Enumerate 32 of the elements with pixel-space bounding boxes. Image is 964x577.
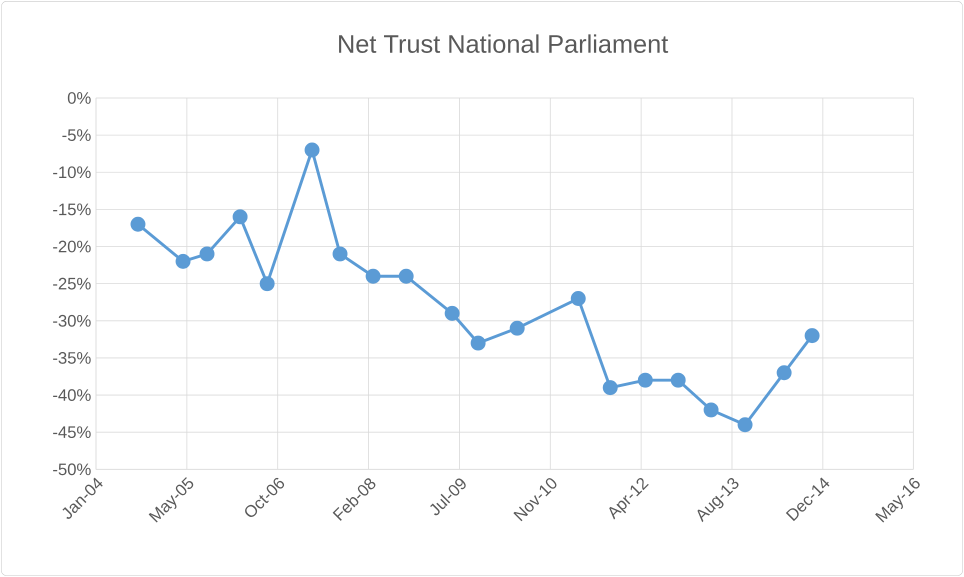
y-tick-label: -25% bbox=[53, 278, 91, 290]
y-tick-label: 0% bbox=[68, 92, 91, 104]
y-tick-label: -15% bbox=[53, 204, 91, 216]
y-tick-label: -35% bbox=[53, 352, 91, 364]
y-tick-label: -40% bbox=[53, 389, 91, 401]
point bbox=[398, 268, 414, 284]
point bbox=[332, 246, 348, 262]
point bbox=[130, 216, 146, 232]
y-tick-label: -5% bbox=[62, 129, 91, 141]
point bbox=[470, 336, 486, 351]
point bbox=[366, 268, 381, 284]
y-tick-label: -10% bbox=[53, 166, 91, 178]
point bbox=[738, 417, 753, 432]
point bbox=[444, 306, 460, 321]
y-tick-label: -30% bbox=[53, 314, 91, 327]
y-tick-label: -50% bbox=[53, 463, 91, 476]
point bbox=[704, 402, 719, 418]
point bbox=[570, 291, 586, 306]
point bbox=[510, 320, 525, 336]
point bbox=[260, 276, 275, 292]
point bbox=[304, 142, 320, 158]
point bbox=[638, 372, 653, 388]
point bbox=[804, 328, 820, 344]
y-tick-label: -20% bbox=[53, 240, 91, 252]
point bbox=[776, 365, 792, 380]
point bbox=[176, 254, 191, 269]
point bbox=[200, 246, 214, 262]
point bbox=[602, 380, 618, 396]
point bbox=[232, 209, 248, 224]
point bbox=[670, 372, 686, 388]
chart-title: Net Trust National Parliament bbox=[339, 34, 668, 53]
y-tick-label: -45% bbox=[53, 426, 91, 438]
